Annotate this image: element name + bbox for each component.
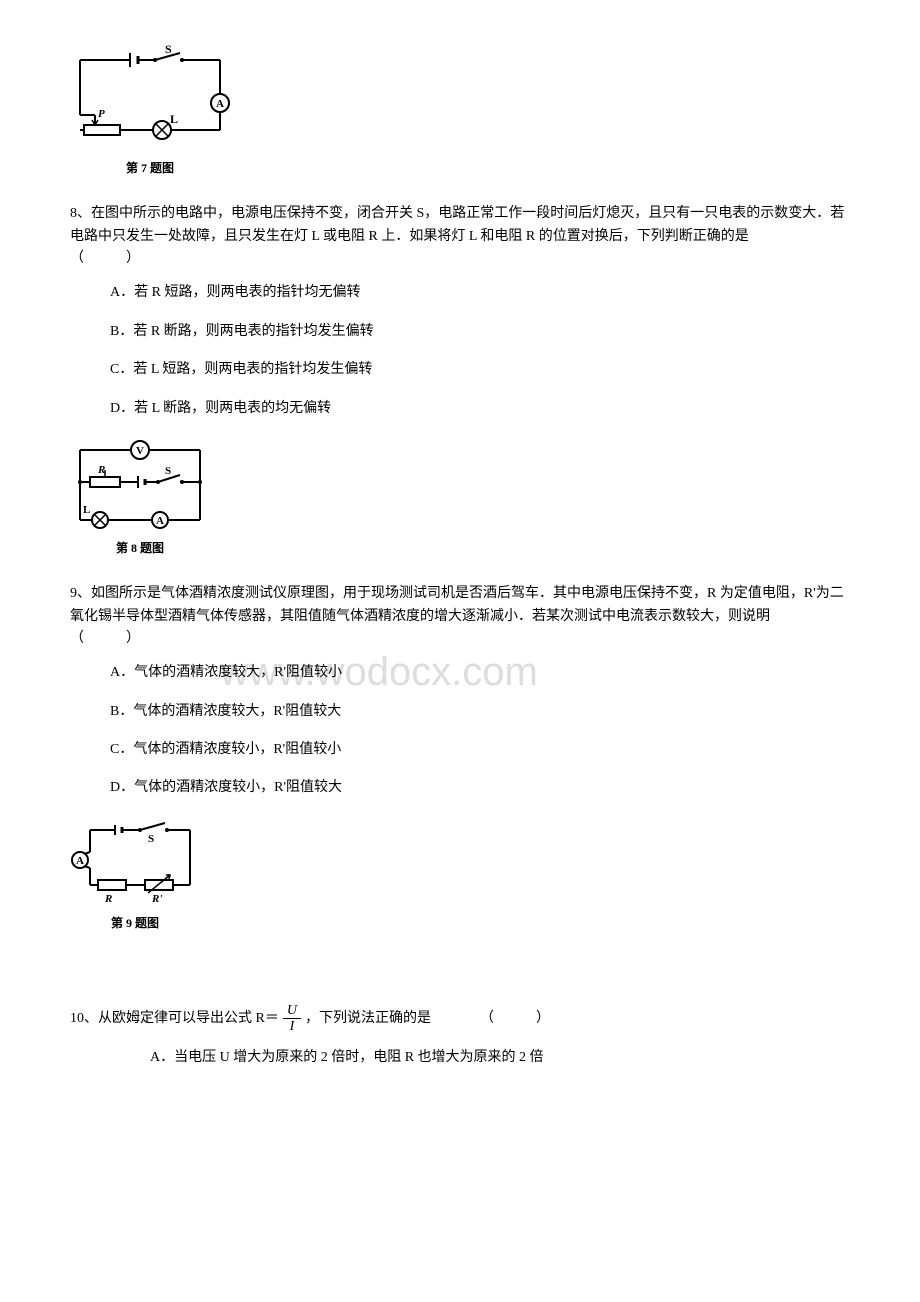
question-9: 9、如图所示是气体酒精浓度测试仪原理图，用于现场测试司机是否酒后驾车．其中电源电… bbox=[70, 583, 850, 800]
formula-denominator: I bbox=[283, 1019, 301, 1034]
q10-number: 10、 bbox=[70, 1011, 98, 1026]
figure-7: S A L P 第 7 题图 bbox=[70, 45, 850, 178]
label-S: S bbox=[165, 45, 172, 56]
q9-option-b: B．气体的酒精浓度较大，R'阻值较大 bbox=[110, 701, 850, 723]
question-10-text: 10、从欧姆定律可以导出公式 R＝ UI ，下列说法正确的是 （ ） bbox=[70, 1003, 850, 1035]
q8-option-c: C．若 L 短路，则两电表的指针均发生偏转 bbox=[110, 359, 850, 381]
question-8-text: 8、在图中所示的电路中，电源电压保持不变，闭合开关 S，电路正常工作一段时间后灯… bbox=[70, 203, 850, 270]
question-10: 10、从欧姆定律可以导出公式 R＝ UI ，下列说法正确的是 （ ） A．当电压 U… bbox=[70, 1003, 850, 1069]
q8-number: 8、 bbox=[70, 206, 91, 221]
q8-option-a: A．若 R 短路，则两电表的指针均无偏转 bbox=[110, 282, 850, 304]
q9-option-c: C．气体的酒精浓度较小，R'阻值较小 bbox=[110, 739, 850, 761]
document-content: S A L P 第 7 题图 8、在图中所示的电路中 bbox=[70, 45, 850, 1069]
label-A8: A bbox=[156, 515, 164, 527]
q9-number: 9、 bbox=[70, 586, 91, 601]
label-L8: L bbox=[83, 504, 90, 516]
label-P: P bbox=[98, 108, 105, 120]
label-S8: S bbox=[165, 465, 171, 477]
figure-9-caption: 第 9 题图 bbox=[70, 914, 200, 933]
label-V: V bbox=[136, 445, 144, 457]
label-Rp9: R' bbox=[151, 893, 162, 905]
circuit-7-svg: S A L P bbox=[70, 45, 230, 155]
question-9-text: 9、如图所示是气体酒精浓度测试仪原理图，用于现场测试司机是否酒后驾车．其中电源电… bbox=[70, 583, 850, 650]
question-8-options: A．若 R 短路，则两电表的指针均无偏转 B．若 R 断路，则两电表的指针均发生… bbox=[70, 282, 850, 420]
figure-8: V R S L bbox=[70, 440, 850, 558]
label-A: A bbox=[216, 98, 224, 110]
question-8: 8、在图中所示的电路中，电源电压保持不变，闭合开关 S，电路正常工作一段时间后灯… bbox=[70, 203, 850, 420]
q10-prefix: 从欧姆定律可以导出公式 R＝ bbox=[98, 1011, 279, 1026]
q9-option-a: A．气体的酒精浓度较大，R'阻值较小 bbox=[110, 662, 850, 684]
q8-option-b: B．若 R 断路，则两电表的指针均发生偏转 bbox=[110, 321, 850, 343]
formula-numerator: U bbox=[283, 1003, 301, 1019]
label-L: L bbox=[170, 112, 178, 126]
q9-option-d: D．气体的酒精浓度较小，R'阻值较大 bbox=[110, 777, 850, 799]
label-A9: A bbox=[76, 855, 84, 867]
q10-formula: UI bbox=[283, 1003, 301, 1035]
q9-body: 如图所示是气体酒精浓度测试仪原理图，用于现场测试司机是否酒后驾车．其中电源电压保… bbox=[70, 586, 844, 646]
q8-body: 在图中所示的电路中，电源电压保持不变，闭合开关 S，电路正常工作一段时间后灯熄灭… bbox=[70, 206, 844, 266]
q10-suffix: ，下列说法正确的是 （ ） bbox=[305, 1011, 550, 1026]
figure-8-caption: 第 8 题图 bbox=[70, 539, 210, 558]
label-R9: R bbox=[104, 893, 112, 905]
q10-option-a: A．当电压 U 增大为原来的 2 倍时，电阻 R 也增大为原来的 2 倍 bbox=[70, 1047, 850, 1069]
label-S9: S bbox=[148, 833, 154, 845]
q8-option-d: D．若 L 断路，则两电表的均无偏转 bbox=[110, 398, 850, 420]
figure-9: S A R R' 第 9 题图 bbox=[70, 820, 850, 933]
question-9-options: A．气体的酒精浓度较大，R'阻值较小 B．气体的酒精浓度较大，R'阻值较大 C．… bbox=[70, 662, 850, 800]
circuit-9-svg: S A R R' bbox=[70, 820, 200, 910]
circuit-8-svg: V R S L bbox=[70, 440, 210, 535]
label-R8: R bbox=[97, 464, 105, 476]
figure-7-caption: 第 7 题图 bbox=[70, 159, 230, 178]
